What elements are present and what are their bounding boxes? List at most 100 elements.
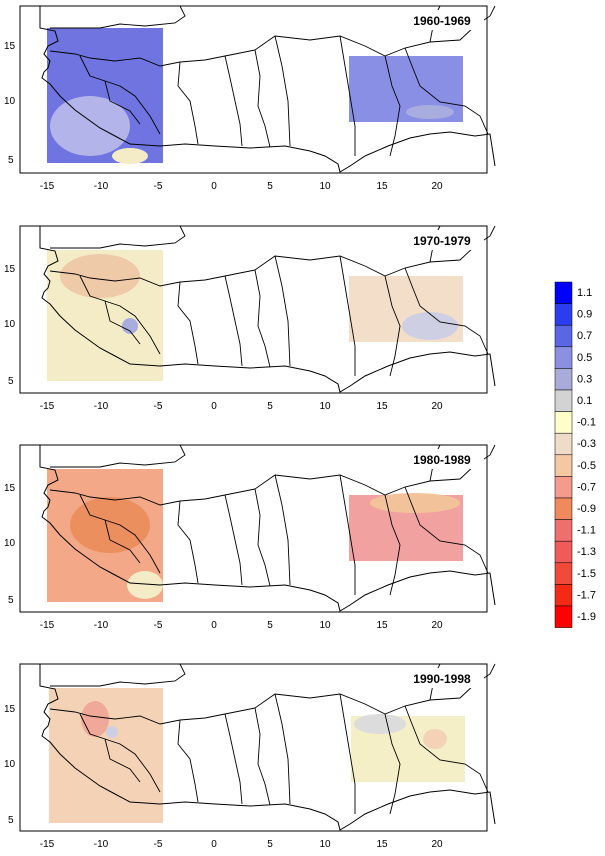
x-tick-label: 15 [376,839,388,850]
x-tick-label: 10 [319,620,331,631]
west-region-high-patch [106,726,118,738]
x-tick-label: 5 [267,620,273,631]
y-tick-label: 10 [4,759,16,770]
x-tick-label: 5 [267,839,273,850]
y-tick-label: 15 [4,483,16,494]
period-label: 1990-1998 [413,672,471,686]
west-region-low-patch [127,571,163,599]
legend-label: -0.7 [577,481,596,493]
legend-label: -1.3 [577,546,596,558]
x-tick-label: -10 [94,839,109,850]
legend-label: -1.5 [577,568,596,580]
east-region-accent [402,312,458,340]
west-region-accent [60,254,140,298]
y-axis-panel-3: 15 10 5 [4,483,16,606]
x-tick-label: -10 [94,620,109,631]
map-panel-1960-1969: 1960-1969 [19,5,496,174]
legend-swatch [554,389,573,412]
x-tick-label: 20 [431,181,443,192]
x-tick-label: -15 [40,620,55,631]
x-tick-label: 5 [267,401,273,412]
legend-label: 0.7 [577,330,592,342]
east-region-accent [354,714,406,734]
x-tick-label: -10 [94,181,109,192]
x-tick-label: -15 [40,839,55,850]
legend-swatch [554,368,573,391]
east-region-low-patch [423,729,447,749]
x-tick-label: -5 [154,620,163,631]
west-region-low-patch [112,148,148,164]
x-tick-label: -10 [94,401,109,412]
y-tick-label: 5 [8,155,14,166]
legend-swatch [554,476,573,499]
legend-swatch [554,281,573,304]
legend-swatch [554,605,573,628]
legend-label: -1.7 [577,589,596,601]
x-axis-panel-4: -15 -10 -5 0 5 10 15 20 [40,839,443,850]
map-panel-1980-1989: 1980-1989 [19,444,496,613]
y-axis-panel-1: 15 10 5 [4,41,16,166]
x-tick-label: 0 [211,181,217,192]
period-label: 1960-1969 [413,14,471,28]
y-tick-label: 15 [4,704,16,715]
x-tick-label: 10 [319,839,331,850]
x-tick-label: 0 [211,839,217,850]
y-axis-panel-4: 15 10 5 [4,704,16,826]
period-label-box [400,230,484,250]
west-region-accent [50,96,130,156]
legend-swatch [554,454,573,477]
legend-label: 1.1 [577,287,592,299]
x-tick-label: -5 [154,839,163,850]
east-region-accent [406,105,454,119]
x-tick-label: 15 [376,620,388,631]
legend-label: 0.3 [577,373,592,385]
legend-swatch [554,324,573,348]
x-tick-label: -15 [40,181,55,192]
legend-swatch [554,540,573,564]
x-tick-label: 10 [319,401,331,412]
legend-swatch [554,584,573,607]
legend-label: 0.5 [577,352,592,364]
x-tick-label: 10 [319,181,331,192]
y-tick-label: 15 [4,41,16,52]
y-tick-label: 10 [4,538,16,549]
x-tick-label: 0 [211,401,217,412]
x-tick-label: -5 [154,181,163,192]
legend-label: -0.1 [577,417,596,429]
legend-label: 0.1 [577,395,592,407]
legend-label: -0.3 [577,438,596,450]
legend-swatch [554,346,573,369]
y-tick-label: 10 [4,96,16,107]
y-tick-label: 5 [8,376,14,387]
west-region-high-patch [122,318,138,334]
x-tick-label: 20 [431,401,443,412]
legend-swatch [554,432,573,456]
period-label-box [400,449,484,469]
east-region-accent [370,493,460,513]
x-tick-label: 15 [376,401,388,412]
west-region-accent [81,701,109,737]
legend-swatch [554,519,573,542]
x-tick-label: -5 [154,401,163,412]
map-panel-1970-1979: 1970-1979 [19,225,496,394]
legend-label: -0.9 [577,503,596,515]
y-axis-panel-2: 15 10 5 [4,264,16,387]
legend-label: -0.5 [577,460,596,472]
x-axis-panel-2: -15 -10 -5 0 5 10 15 20 [40,401,443,412]
legend-label: -1.9 [577,611,596,623]
legend-swatch [554,497,573,520]
x-tick-label: 15 [376,181,388,192]
legend-label: 0.9 [577,309,592,321]
y-tick-label: 15 [4,264,16,275]
x-axis-panel-1: -15 -10 -5 0 5 10 15 20 [40,181,443,192]
x-tick-label: 0 [211,620,217,631]
y-tick-label: 5 [8,595,14,606]
legend-swatch [554,303,573,326]
period-label: 1980-1989 [413,453,471,467]
y-tick-label: 10 [4,319,16,330]
x-axis-panel-3: -15 -10 -5 0 5 10 15 20 [40,620,443,631]
map-panel-1990-1998: 1990-1998 [19,663,496,832]
period-label-box [400,668,484,688]
x-tick-label: 20 [431,839,443,850]
